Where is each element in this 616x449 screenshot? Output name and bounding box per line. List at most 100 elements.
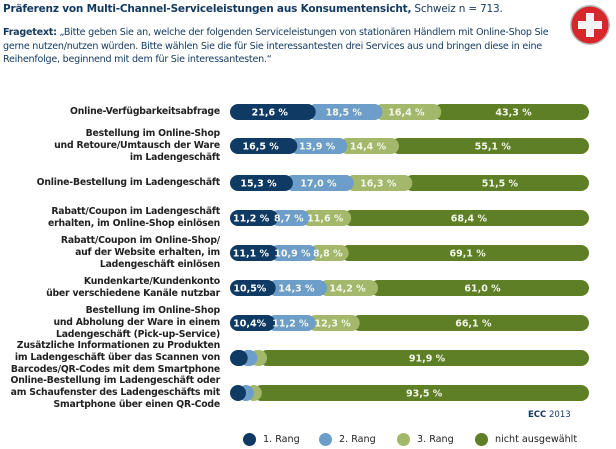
data-label: 8,7 % xyxy=(274,214,304,225)
bar-segment-nicht-ausgew-hlt xyxy=(253,385,589,401)
data-label: 10,9 % xyxy=(274,249,311,260)
bar-segment-2-rang xyxy=(267,315,316,331)
data-label: 14,4 % xyxy=(350,142,387,153)
bar-row: 15,3 % 17,0 % 16,3 % 51,5 % xyxy=(230,175,589,191)
category-label-line: Ladengeschäft (Pick-up-Service) xyxy=(55,329,220,340)
bar-segment-1-rang xyxy=(230,104,316,120)
chart-title-bold: Präferenz von Multi-Channel-Serviceleist… xyxy=(3,3,412,15)
category-label-line: und Retoure/Umtausch der Ware xyxy=(54,140,220,151)
bar-row: 11,1 % 10,9 % 8,8 % 69,1 % xyxy=(230,245,589,261)
data-label: 68,4 % xyxy=(451,214,488,225)
category-label-line: am Schaufenster des Ladengeschäfts mit xyxy=(10,387,221,398)
legend-label: 1. Rang xyxy=(263,433,300,445)
data-label: 21,6 % xyxy=(252,108,289,119)
data-label: 10,5% xyxy=(233,284,266,295)
question-label: Fragetext: xyxy=(3,27,57,38)
bar-segment-nicht-ausgew-hlt xyxy=(343,210,589,226)
category-label-line: und Abholung der Ware in einem xyxy=(53,317,220,328)
bar-segment-3-rang xyxy=(319,280,379,296)
category-label-line: im Ladengeschäft xyxy=(129,152,220,163)
category-label-line: Online-Bestellung im Ladengeschäft xyxy=(36,177,221,188)
bar-segment-nicht-ausgew-hlt xyxy=(404,175,589,191)
bar-segment-1-rang xyxy=(230,280,276,296)
source-year: 2013 xyxy=(549,410,571,420)
data-label: 16,3 % xyxy=(360,179,397,190)
data-label: 14,3 % xyxy=(278,284,315,295)
source-org: ECC xyxy=(528,410,547,420)
data-label: 61,0 % xyxy=(464,284,501,295)
bar-segment-1-rang xyxy=(230,138,298,154)
data-label: 10,4% xyxy=(233,319,266,330)
data-label: 13,9 % xyxy=(299,142,336,153)
source-note: ECC 2013 xyxy=(528,410,571,420)
bar-segment-nicht-ausgew-hlt xyxy=(259,350,589,366)
data-label: 91,9 % xyxy=(409,354,446,365)
category-label-line: Kundenkarte/Kundenkonto xyxy=(83,276,220,287)
legend-item: 2. Rang xyxy=(319,431,376,447)
category-label-line: Ladengeschäft einlösen xyxy=(99,259,220,270)
category-label-line: Bestellung im Online-Shop xyxy=(85,128,221,139)
bar-segment-nicht-ausgew-hlt xyxy=(340,245,589,261)
category-label: Kundenkarte/Kundenkonto über verschiedene… xyxy=(46,276,220,300)
bar-row: 21,6 % 18,5 % 16,4 % 43,3 % xyxy=(230,104,589,120)
bar-segment-nicht-ausgew-hlt xyxy=(433,104,589,120)
bar-row: 93,5 % xyxy=(230,385,589,401)
category-label: Bestellung im Online-Shop und Retoure/Umt… xyxy=(54,128,220,164)
data-label: 55,1 % xyxy=(475,142,512,153)
category-label: Rabatt/Coupon im Ladengeschäft erhalten, … xyxy=(48,206,220,230)
bar-segment-2-rang xyxy=(269,245,318,261)
question-body: „Bitte geben Sie an, welche der folgende… xyxy=(3,27,549,65)
legend-swatch-icon xyxy=(397,432,410,446)
category-label-line: über verschiedene Kanäle nutzbar xyxy=(46,288,220,299)
bar-segment-2-rang xyxy=(284,175,354,191)
legend-item: 1. Rang xyxy=(243,431,300,447)
bar-segment-1-rang xyxy=(230,210,279,226)
bar-segment-nicht-ausgew-hlt xyxy=(370,280,589,296)
bar-segment-3-rang xyxy=(374,104,442,120)
swiss-flag-icon xyxy=(570,5,610,45)
bar-segment-2-rang xyxy=(267,280,328,296)
legend-swatch-icon xyxy=(243,432,256,446)
category-label-line: Online-Verfügbarkeitsabfrage xyxy=(69,106,220,117)
bar-segment-3-rang xyxy=(301,210,352,226)
bar-segment-2-rang xyxy=(307,104,383,120)
legend-label: 2. Rang xyxy=(339,433,376,445)
data-label: 16,5 % xyxy=(242,142,279,153)
legend-swatch-icon xyxy=(475,432,488,446)
category-label-line: Online-Bestellung im Ladengeschäft oder xyxy=(10,375,221,386)
data-label: 43,3 % xyxy=(495,108,532,119)
bar-row: 91,9 % xyxy=(230,350,589,366)
category-label: Online-Bestellung im Ladengeschäft xyxy=(36,177,221,189)
data-label: 11,1 % xyxy=(233,249,270,260)
data-label: 11,6 % xyxy=(307,214,344,225)
category-label: Rabatt/Coupon im Online-Shop/auf der Web… xyxy=(61,235,220,271)
category-label: Zusätzliche Informationen zu Produkten im… xyxy=(11,340,220,376)
bar-segment-nicht-ausgew-hlt xyxy=(351,315,589,331)
bar-segment-3-rang xyxy=(307,315,360,331)
bar-row: 10,4% 11,2 % 12,3 % 66,1 % xyxy=(230,315,589,331)
bar-segment-1-rang xyxy=(230,350,248,366)
data-label: 16,4 % xyxy=(388,108,425,119)
category-label-line: Rabatt/Coupon im Ladengeschäft xyxy=(51,206,220,217)
bar-row: 16,5 % 13,9 % 14,4 % 55,1 % xyxy=(230,138,589,154)
bar-segment-2-rang xyxy=(270,210,310,226)
data-label: 8,8 % xyxy=(313,249,343,260)
legend-label: 3. Rang xyxy=(417,433,454,445)
bar-segment-3-rang xyxy=(345,175,413,191)
data-label: 17,0 % xyxy=(300,179,337,190)
data-label: 12,3 % xyxy=(314,319,351,330)
legend-label: nicht ausgewählt xyxy=(495,433,578,445)
bar-row: 11,2 % 8,7 % 11,6 % 68,4 % xyxy=(230,210,589,226)
legend-item: nicht ausgewählt xyxy=(475,431,577,447)
bar-segment-1-rang xyxy=(230,175,293,191)
category-label-line: Smartphone über einen QR-Code xyxy=(53,399,221,410)
category-label: Online-Bestellung im Ladengeschäft oder a… xyxy=(11,375,221,411)
category-label-line: auf der Website erhalten, im xyxy=(75,247,220,258)
bar-segment-nicht-ausgew-hlt xyxy=(390,138,589,154)
chart-title-sample: Schweiz n = 713. xyxy=(411,3,503,15)
category-label: Online-Verfügbarkeitsabfrage xyxy=(70,106,220,118)
data-label: 18,5 % xyxy=(326,108,363,119)
data-label: 51,5 % xyxy=(482,179,519,190)
legend-item: 3. Rang xyxy=(397,431,454,447)
